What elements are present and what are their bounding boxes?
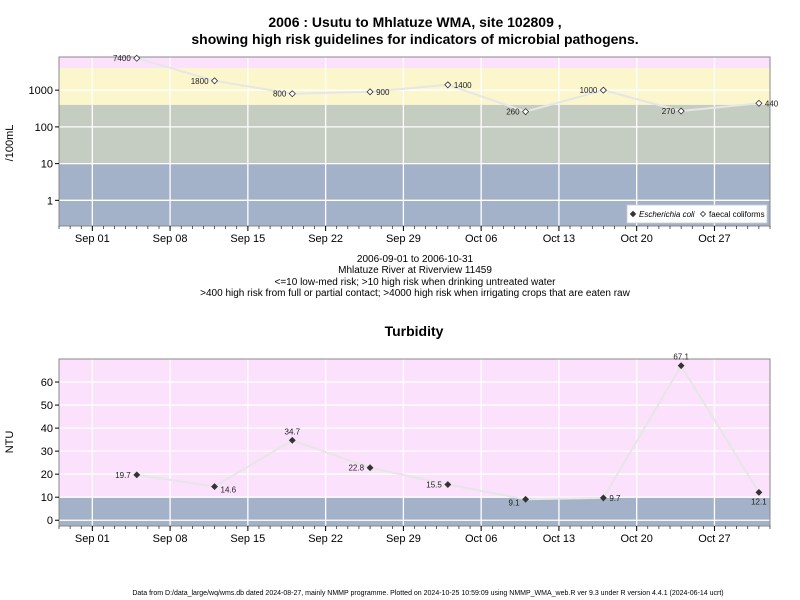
- chart2-xtick-label-2: Sep 15: [230, 533, 265, 545]
- footer-note: Data from D:/data_large/wq/wms.db dated …: [132, 590, 723, 597]
- chart1-xtick-label-7: Oct 20: [620, 233, 652, 245]
- chart1-data-label-5: 260: [506, 108, 520, 117]
- chart2-ytick-label-6: 60: [41, 377, 53, 389]
- chart1-point-4: [444, 81, 452, 89]
- chart1-data-label-3: 900: [376, 88, 390, 97]
- chart1-point-2: [288, 90, 296, 98]
- chart2-xtick-label-1: Sep 08: [153, 533, 188, 545]
- chart2-xtick-label-0: Sep 01: [75, 533, 110, 545]
- chart1-caption-line1: 2006-09-01 to 2006-10-31: [357, 254, 474, 265]
- chart2-xtick-label-3: Sep 22: [308, 533, 343, 545]
- chart1-point-7: [677, 107, 685, 115]
- chart1-title-line2: showing high risk guidelines for indicat…: [191, 31, 638, 47]
- chart2-data-label-5: 9.1: [508, 498, 520, 507]
- chart2-xtick-label-4: Sep 29: [386, 533, 421, 545]
- chart1-xtick-label-5: Oct 06: [465, 233, 497, 245]
- chart1-point-8: [755, 99, 763, 107]
- chart1-xtick-label-2: Sep 15: [230, 233, 265, 245]
- chart1-ytick-label-1: 10: [41, 159, 53, 171]
- chart2-ytick-label-0: 0: [47, 515, 53, 527]
- chart2-point-6: [599, 494, 607, 502]
- chart2-xtick-label-7: Oct 20: [620, 533, 652, 545]
- chart2-data-label-8: 12.1: [751, 497, 767, 506]
- chart1-data-label-6: 1000: [580, 86, 598, 95]
- chart2-ytick-label-5: 50: [41, 400, 53, 412]
- chart1-point-0: [133, 54, 141, 62]
- chart1-caption-line4: >400 high risk from full or partial cont…: [200, 288, 630, 299]
- chart1-data-label-8: 440: [765, 99, 779, 108]
- chart1-ytick-label-0: 1: [47, 195, 53, 207]
- chart2-title: Turbidity: [385, 323, 444, 339]
- chart1-data-label-7: 270: [662, 107, 676, 116]
- chart2-ylabel: NTU: [4, 431, 16, 454]
- chart1-xtick-label-8: Oct 27: [698, 233, 730, 245]
- chart1-caption-line2: Mhlatuze River at Riverview 11459: [338, 265, 492, 276]
- chart2-data-label-4: 15.5: [426, 481, 442, 490]
- chart1-xtick-label-0: Sep 01: [75, 233, 110, 245]
- chart2-plot-area: Sep 01 Sep 08 Sep 15 Sep 22 Sep 29 Oct 06 Oct …: [41, 353, 771, 545]
- chart2-data-label-6: 9.7: [609, 494, 621, 503]
- chart2-data-label-0: 19.7: [115, 471, 131, 480]
- chart2-point-3: [366, 464, 374, 472]
- chart1-xtick-label-3: Sep 22: [308, 233, 343, 245]
- chart1-data-label-1: 1800: [191, 77, 209, 86]
- chart1-legend-label-1: faecal coliforms: [709, 210, 765, 219]
- chart1-point-6: [599, 86, 607, 94]
- chart2-point-5: [522, 495, 530, 503]
- chart2-data-label-3: 22.8: [348, 464, 364, 473]
- chart2-band-0: [59, 497, 770, 526]
- chart1-point-1: [210, 77, 219, 85]
- chart1-point-3: [366, 88, 374, 96]
- chart2-xtick-label-6: Oct 13: [543, 533, 575, 545]
- chart1-legend-box: [626, 204, 768, 224]
- chart2-data-label-2: 34.7: [285, 427, 301, 436]
- chart2-ytick-label-1: 10: [41, 492, 53, 504]
- chart2-point-2: [288, 436, 296, 444]
- chart1-legend-label-0: Escherichia coli: [639, 210, 695, 219]
- chart2-ytick-label-4: 40: [41, 423, 53, 435]
- chart2-data-label-7: 67.1: [673, 353, 689, 362]
- chart2-data-label-1: 14.6: [221, 486, 237, 495]
- chart1-data-label-0: 7400: [113, 54, 131, 63]
- chart1-data-label-2: 800: [273, 90, 287, 99]
- chart2-xtick-label-5: Oct 06: [465, 533, 497, 545]
- chart2-point-0: [133, 471, 141, 479]
- chart1-ytick-label-2: 100: [35, 122, 53, 134]
- chart2-xtick-label-8: Oct 27: [698, 533, 730, 545]
- chart1-plot-area: Sep 01 Sep 08 Sep 15 Sep 22 Sep 29 Oct 06 Oct …: [29, 54, 779, 245]
- chart1-legend-marker-0: [629, 210, 637, 218]
- chart2-point-8: [755, 488, 763, 496]
- chart1-ytick-label-3: 1000: [29, 85, 53, 97]
- chart2-point-1: [211, 483, 218, 491]
- chart1-xtick-label-6: Oct 13: [543, 233, 575, 245]
- chart1-point-5: [522, 108, 530, 116]
- chart1-caption-line3: <=10 low-med risk; >10 high risk when dr…: [275, 277, 557, 288]
- chart1-xtick-label-1: Sep 08: [153, 233, 188, 245]
- chart1-title-line1: 2006 : Usutu to Mhlatuze WMA, site 10280…: [268, 14, 561, 30]
- chart1-ylabel: /100mL: [4, 125, 16, 162]
- chart1-legend-marker-1: [699, 210, 707, 218]
- chart2-ytick-label-3: 30: [41, 446, 53, 458]
- chart2-point-4: [444, 481, 452, 488]
- chart1-xtick-label-4: Sep 29: [386, 233, 421, 245]
- chart1-band-1: [59, 104, 770, 164]
- chart1-data-label-4: 1400: [454, 81, 472, 90]
- chart1-band-2: [59, 68, 770, 105]
- chart2-point-7: [677, 362, 685, 370]
- chart1-band-3: [59, 57, 770, 69]
- chart2-ytick-label-2: 20: [41, 469, 53, 481]
